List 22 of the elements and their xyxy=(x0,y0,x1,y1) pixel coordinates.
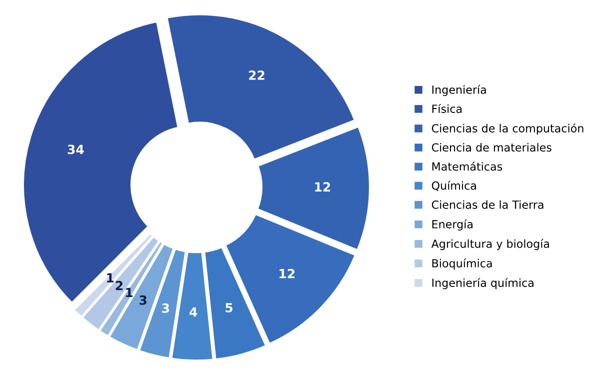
data-label: 5 xyxy=(226,303,232,312)
legend-label: Química xyxy=(432,180,476,192)
data-label: 1 xyxy=(126,288,133,298)
data-label: 1 xyxy=(107,273,114,282)
legend-label: Ingeniería xyxy=(432,84,486,96)
data-label: 3 xyxy=(140,295,146,305)
data-label: 2 xyxy=(116,280,122,290)
legend-label: Energía xyxy=(432,219,472,231)
legend-label: Bioquímica xyxy=(432,258,492,270)
data-label: 12 xyxy=(280,268,294,278)
legend-label: Ciencias de la Tierra xyxy=(432,200,544,209)
legend-label: Ciencia de materiales xyxy=(432,143,552,152)
legend-label: Matemáticas xyxy=(432,162,502,171)
legend-label: Agricultura y biología xyxy=(431,238,549,250)
legend-label: Ingeniería química xyxy=(432,278,534,290)
legend-label: Física xyxy=(432,104,462,113)
data-label: 4 xyxy=(190,307,198,316)
data-label: 34 xyxy=(68,144,84,154)
data-label: 12 xyxy=(315,182,330,192)
legend-label: Ciencias de la computación xyxy=(432,123,584,135)
data-label: 22 xyxy=(249,70,264,80)
data-label: 3 xyxy=(162,303,170,313)
